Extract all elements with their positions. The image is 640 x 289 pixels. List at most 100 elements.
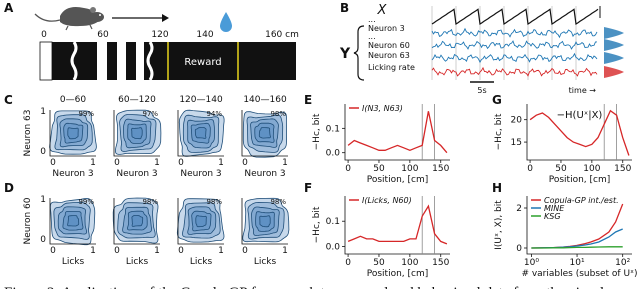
- x-axis-label: Neuron 3: [52, 169, 93, 179]
- axes: [113, 198, 160, 245]
- x-axis-label: Licks: [254, 257, 277, 267]
- y-axis-label: −Hc, bit: [312, 113, 322, 150]
- percent-label: 99%: [78, 110, 94, 118]
- percent-label: 98%: [142, 198, 158, 206]
- x-tick-label: 0: [50, 246, 56, 256]
- track-label: 140: [196, 30, 213, 40]
- activity-trace: [431, 27, 598, 39]
- run-arrow: [112, 14, 169, 22]
- legend-label: I(Licks, N60): [362, 196, 412, 205]
- legend-label: Copula-GP int./est.: [544, 196, 619, 205]
- x-tick-label: 100: [583, 164, 600, 174]
- panel-letter: A: [4, 1, 14, 15]
- x-tick-label: 0: [345, 164, 351, 174]
- x-tick-label: 100: [401, 164, 418, 174]
- y-tick-label: 0: [40, 235, 46, 245]
- percent-label: 98%: [270, 198, 286, 206]
- x-tick-label: 1: [154, 158, 160, 168]
- row-label: ...: [368, 32, 376, 41]
- panel-letter: F: [304, 181, 312, 195]
- x-tick-label: 10⁰: [524, 258, 539, 268]
- x-tick-label: 0: [178, 158, 184, 168]
- x-tick-label: 1: [218, 158, 224, 168]
- axes: [526, 104, 632, 161]
- track-label: 120: [151, 30, 168, 40]
- data-line: [531, 246, 623, 249]
- y-axis-label: Neuron 60: [23, 197, 33, 244]
- scale-label: 5s: [477, 86, 486, 95]
- density-contour: [182, 114, 220, 153]
- marginal-density: [604, 52, 624, 64]
- panel-letter: G: [492, 93, 502, 107]
- activity-trace: [431, 40, 597, 50]
- x-tick-label: 1: [90, 246, 96, 256]
- x-axis-label: Licks: [62, 257, 85, 267]
- density-contour: [258, 127, 271, 139]
- x-tick-label: 1: [154, 246, 160, 256]
- contour-title: 120—140: [179, 95, 223, 105]
- x-tick-label: 150: [614, 164, 631, 174]
- contour-title: 140—160: [243, 95, 287, 105]
- x-axis-label: Licks: [126, 257, 149, 267]
- row-label: Neuron 3: [368, 24, 405, 33]
- density-contour: [67, 215, 80, 227]
- x-axis-label: Position, [cm]: [549, 175, 611, 185]
- density-contour: [194, 127, 207, 139]
- axes: [113, 110, 160, 157]
- reward-label: Reward: [184, 57, 221, 68]
- x-tick-label: 0: [178, 246, 184, 256]
- y-axis-label: −Hc, bit: [312, 206, 322, 243]
- x-tick-label: 0: [345, 258, 351, 268]
- row-label: Licking rate: [368, 63, 415, 72]
- x-tick-label: 0: [242, 158, 248, 168]
- y-tick-label: 15: [511, 138, 522, 148]
- density-contour: [246, 114, 284, 153]
- caption: Figure 3: Applications of the Copula-GP …: [4, 285, 604, 289]
- axes: [177, 110, 224, 157]
- track-label: 0: [41, 30, 47, 40]
- x-tick-label: 0: [114, 158, 120, 168]
- axes: [177, 198, 224, 245]
- density-contour: [112, 197, 159, 244]
- density-contour: [53, 201, 91, 240]
- x-axis-label: # variables (subset of Uˣ): [521, 269, 637, 279]
- x-axis-label: Neuron 3: [244, 169, 285, 179]
- panel-letter: B: [340, 1, 349, 15]
- density-contour: [67, 127, 79, 140]
- x-tick-label: 50: [555, 164, 567, 174]
- x-axis-label: Neuron 3: [180, 169, 221, 179]
- curve-annotation: −H(Uˣ|X): [557, 110, 603, 121]
- x-variable: X: [377, 3, 388, 18]
- x-tick-label: 0: [114, 246, 120, 256]
- axes: [49, 198, 96, 245]
- track: [39, 41, 296, 81]
- percent-label: 94%: [206, 110, 222, 118]
- water-drop: [220, 12, 232, 32]
- x-tick-label: 50: [373, 258, 385, 268]
- y-axis-label: Neuron 63: [23, 110, 33, 157]
- contour-title: 0—60: [60, 95, 86, 105]
- track-label: 60: [97, 30, 109, 40]
- density-contour: [242, 111, 288, 158]
- x-tick-label: 0: [50, 158, 56, 168]
- data-line: [529, 109, 630, 156]
- panel-letter: D: [4, 181, 14, 195]
- axes: [344, 196, 450, 255]
- panel-letter: C: [4, 93, 13, 107]
- marginal-density: [604, 39, 624, 51]
- position-trace: [431, 8, 599, 26]
- legend-label: MINE: [544, 204, 565, 213]
- x-axis-label: Neuron 3: [116, 169, 157, 179]
- y-tick-label: 0.1: [326, 217, 340, 227]
- density-contour: [49, 198, 96, 246]
- x-tick-label: 1: [282, 158, 288, 168]
- x-axis-label: Position, [cm]: [367, 269, 429, 279]
- y-axis-label: I(Uˣ, X), bit: [494, 200, 504, 250]
- density-contour: [178, 109, 225, 157]
- y-tick-label: 0: [516, 244, 522, 254]
- activity-trace: [431, 52, 598, 64]
- time-label: time →: [569, 86, 597, 95]
- y-tick-label: 0: [40, 147, 46, 157]
- y-tick-label: 0.1: [326, 124, 340, 134]
- x-tick-label: 10²: [615, 258, 630, 268]
